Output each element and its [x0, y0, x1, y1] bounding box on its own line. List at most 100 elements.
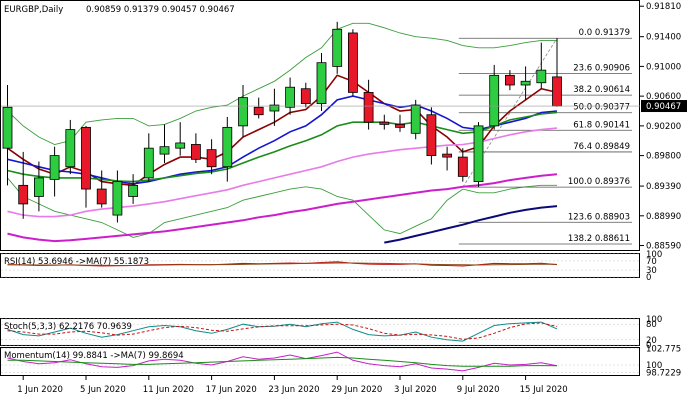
- ma_medium-line: [7, 95, 558, 185]
- candle: [65, 119, 76, 175]
- fib-level-label: 100.0 0.89376: [568, 177, 630, 187]
- candle: [285, 77, 296, 115]
- momentum-tick-label: 100: [646, 361, 662, 371]
- candle: [34, 161, 44, 212]
- envelope-bands: [7, 22, 557, 238]
- date-tick-label: 11 Jun 2020: [143, 385, 194, 395]
- fib-level-label: 23.6 0.90906: [573, 63, 630, 73]
- candle: [253, 97, 264, 119]
- candle-body-bear: [442, 153, 453, 158]
- candle-body-bear: [457, 156, 468, 177]
- fib-level-label: 138.2 0.88611: [568, 234, 630, 244]
- candle-body-bull: [112, 181, 123, 216]
- ma_pink-line: [7, 127, 558, 218]
- price-tick-label: 0.90600: [646, 92, 681, 102]
- candle-body-bull: [489, 74, 500, 127]
- band-lower-line: [7, 177, 557, 238]
- candle: [520, 66, 531, 100]
- candle-body-bull: [285, 86, 296, 108]
- candle: [504, 70, 515, 91]
- candle-body-bear: [426, 114, 437, 157]
- date-tick-label: 5 Jun 2020: [80, 385, 126, 395]
- candle-body-bear: [190, 144, 201, 160]
- candle-body-bear: [504, 74, 515, 86]
- stoch-main-line: [7, 321, 558, 342]
- candle-body-bull: [49, 155, 60, 180]
- date-tick-label: 23 Jun 2020: [268, 385, 319, 395]
- rsi-tick-label: 70: [646, 257, 657, 267]
- fib-level-label: 0.0 0.91379: [579, 28, 630, 38]
- rsi-ma-line: [7, 262, 558, 266]
- price-tick-label: 0.88990: [646, 212, 681, 222]
- date-tick-label: 17 Jun 2020: [206, 385, 257, 395]
- momentum-tick-label: 98.7229: [646, 369, 681, 379]
- candle-body-bull: [316, 62, 327, 104]
- candle: [300, 82, 311, 108]
- candle: [332, 21, 343, 74]
- candle: [379, 114, 390, 130]
- candle-body-bear: [552, 76, 562, 107]
- price-tick-label: 0.91400: [646, 33, 681, 43]
- fib-level-label: 61.8 0.90141: [573, 120, 630, 130]
- price-tick-label: 0.89390: [646, 182, 681, 192]
- fib-level-label: 76.4 0.89849: [573, 142, 630, 152]
- rsi-main-line: [7, 261, 558, 267]
- candlesticks: [2, 21, 562, 223]
- candle: [175, 122, 186, 156]
- price-tick-label: 0.91810: [646, 2, 681, 12]
- date-axis: 1 Jun 2020 5 Jun 2020 11 Jun 2020 17 Jun 20…: [17, 376, 568, 395]
- candle-body-bear: [379, 121, 390, 125]
- candle: [457, 148, 468, 182]
- stoch-signal-line: [7, 322, 558, 340]
- candle-body-bear: [81, 126, 91, 190]
- ma_fast-line: [7, 74, 558, 187]
- price-tick-label: 0.90200: [646, 122, 681, 132]
- stoch-label: Stoch(5,3,3) 62.2176 70.9639: [4, 322, 132, 332]
- momentum-panel-frame: [0, 347, 640, 376]
- price-tick-label: 0.91000: [646, 62, 681, 72]
- candle: [316, 53, 327, 112]
- momentum-ma-line: [7, 356, 558, 367]
- fib-level-label: 123.6 0.88903: [568, 212, 630, 222]
- candle: [112, 170, 123, 223]
- candle: [159, 124, 170, 164]
- candle: [206, 139, 217, 175]
- candle: [473, 122, 484, 187]
- momentum-label: Momentum(14) 99.8841 ->MA(7) 99.8694: [4, 351, 184, 361]
- candle-body-bear: [206, 149, 217, 168]
- candle: [81, 125, 91, 208]
- date-tick-label: 3 Jul 2020: [394, 385, 437, 395]
- ma_magenta-line: [7, 173, 558, 243]
- stoch-tick-label: 80: [646, 320, 657, 330]
- candle-body-bear: [96, 188, 107, 205]
- candle-body-bear: [300, 88, 311, 104]
- candle-body-bull: [128, 184, 139, 197]
- candle: [128, 174, 139, 204]
- momentum-main-line: [7, 351, 558, 372]
- candle-body-bull: [159, 146, 170, 155]
- rsi-label: RSI(14) 53.6946 ->MA(7) 55.1873: [4, 257, 149, 267]
- ma_slow-line: [7, 111, 558, 183]
- candle-body-bull: [2, 106, 13, 149]
- candle: [536, 42, 547, 89]
- ohlc-label: 0.90859 0.91379 0.90457 0.90467: [86, 5, 235, 15]
- date-tick-label: 29 Jun 2020: [331, 385, 382, 395]
- candle-body-bear: [363, 92, 374, 123]
- candle: [143, 133, 154, 182]
- candle-body-bull: [34, 177, 44, 197]
- rsi-tick-label: 30: [646, 266, 657, 276]
- candle-body-bull: [269, 104, 280, 112]
- candle-body-bull: [143, 147, 154, 179]
- candle-body-bull: [65, 129, 76, 168]
- candle-body-bull: [175, 142, 186, 149]
- candle: [395, 114, 405, 132]
- momentum-tick-label: 102.775: [646, 345, 681, 355]
- candle-body-bull: [332, 28, 343, 67]
- candle: [2, 84, 13, 186]
- stoch-tick-label: 0: [646, 341, 651, 351]
- candle-body-bear: [18, 184, 29, 205]
- date-tick-label: 15 Jul 2020: [520, 385, 568, 395]
- moving-averages: [7, 74, 558, 244]
